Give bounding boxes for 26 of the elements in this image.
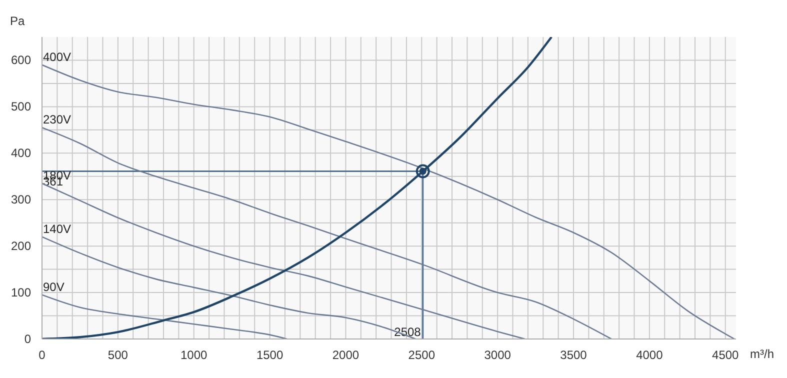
x-tick-label: 2500 <box>408 348 436 362</box>
x-tick-label: 500 <box>108 348 128 362</box>
series-label: 400V <box>43 50 72 64</box>
x-tick-label: 1500 <box>256 348 284 362</box>
series-label: 90V <box>43 280 64 294</box>
x-tick-label: 4500 <box>712 348 740 362</box>
x-tick-label: 1000 <box>180 348 208 362</box>
x-tick-label: 3000 <box>484 348 512 362</box>
line-series <box>42 126 612 339</box>
series-label: 230V <box>43 112 72 127</box>
series-label: 140V <box>43 222 72 236</box>
x-tick-label: 0 <box>38 348 46 362</box>
y-tick-label: 500 <box>10 100 32 114</box>
y-tick-label: 100 <box>10 286 32 300</box>
y-tick-label: 600 <box>10 53 32 68</box>
x-tick-label: 3500 <box>560 348 588 362</box>
ref-line-label: 2508 <box>394 325 422 339</box>
y-tick-label: 300 <box>10 192 32 207</box>
x-axis-title: m³/h <box>750 347 774 361</box>
y-tick-label: 200 <box>10 239 32 254</box>
line-series <box>42 294 288 339</box>
y-tick-label: 400 <box>10 146 32 160</box>
y-axis-title: Pa <box>10 14 26 28</box>
x-tick-label: 2000 <box>332 348 360 362</box>
x-tick-label: 4000 <box>636 348 664 362</box>
y-tick-label: 0 <box>24 332 32 346</box>
